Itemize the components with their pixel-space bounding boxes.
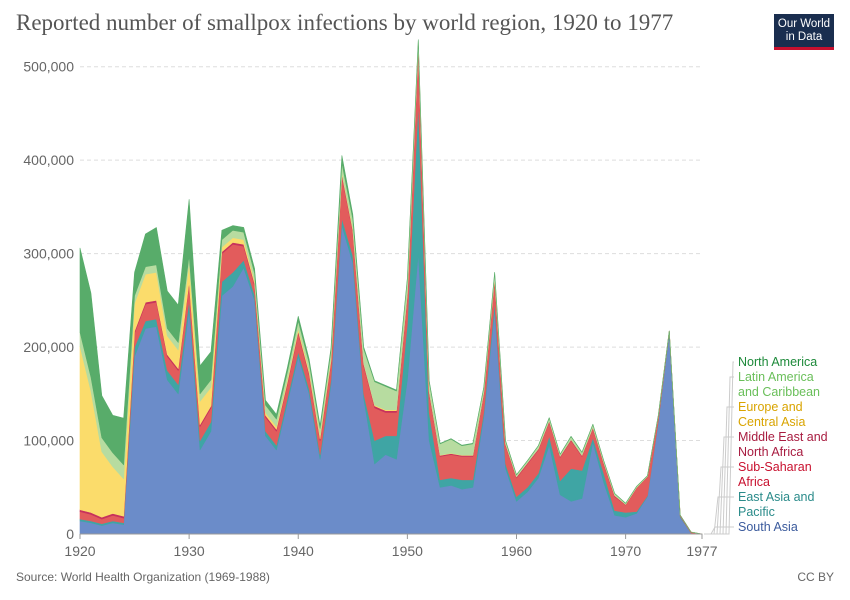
y-tick-label: 100,000: [23, 433, 74, 449]
y-tick-label: 300,000: [23, 246, 74, 262]
logo-line-2: in Data: [785, 31, 823, 43]
x-tick-label: 1970: [610, 543, 641, 559]
legend-label: East Asia and: [738, 490, 814, 504]
legend-item-south-asia: South Asia: [704, 520, 798, 535]
x-tick-label: 1940: [283, 543, 314, 559]
legend-label: North America: [738, 355, 817, 369]
legend-label: Sub-Saharan: [738, 460, 812, 474]
logo-line-1: Our World: [777, 18, 831, 30]
legend-label: Africa: [738, 475, 770, 489]
license-link[interactable]: CC BY: [797, 570, 834, 584]
x-tick-label: 1930: [174, 543, 205, 559]
legend-label: Latin America: [738, 370, 814, 384]
legend-label: Pacific: [738, 505, 775, 519]
legend-label: Central Asia: [738, 415, 805, 429]
y-tick-label: 400,000: [23, 152, 74, 168]
x-tick-label: 1920: [64, 543, 95, 559]
x-tick-label: 1977: [686, 543, 717, 559]
y-tick-label: 500,000: [23, 59, 74, 75]
x-tick-label: 1960: [501, 543, 532, 559]
y-tick-label: 0: [66, 526, 74, 542]
x-tick-label: 1950: [392, 543, 423, 559]
legend-label: Middle East and: [738, 430, 828, 444]
legend-connector: [704, 526, 734, 535]
source-note: Source: World Health Organization (1969-…: [16, 570, 270, 584]
legend-label: North Africa: [738, 445, 803, 459]
legend-label: and Caribbean: [738, 385, 820, 399]
axes: 0 100,000 200,000 300,000 400,000 500,000 1920…: [23, 59, 717, 559]
chart-title: Reported number of smallpox infections b…: [16, 10, 674, 35]
legend-label: South Asia: [738, 520, 798, 534]
area-north-america: [79, 39, 703, 535]
legend-label: Europe and: [738, 400, 803, 414]
series-areas: [79, 39, 703, 535]
owid-logo[interactable]: Our World in Data: [774, 14, 834, 50]
y-tick-label: 200,000: [23, 339, 74, 355]
